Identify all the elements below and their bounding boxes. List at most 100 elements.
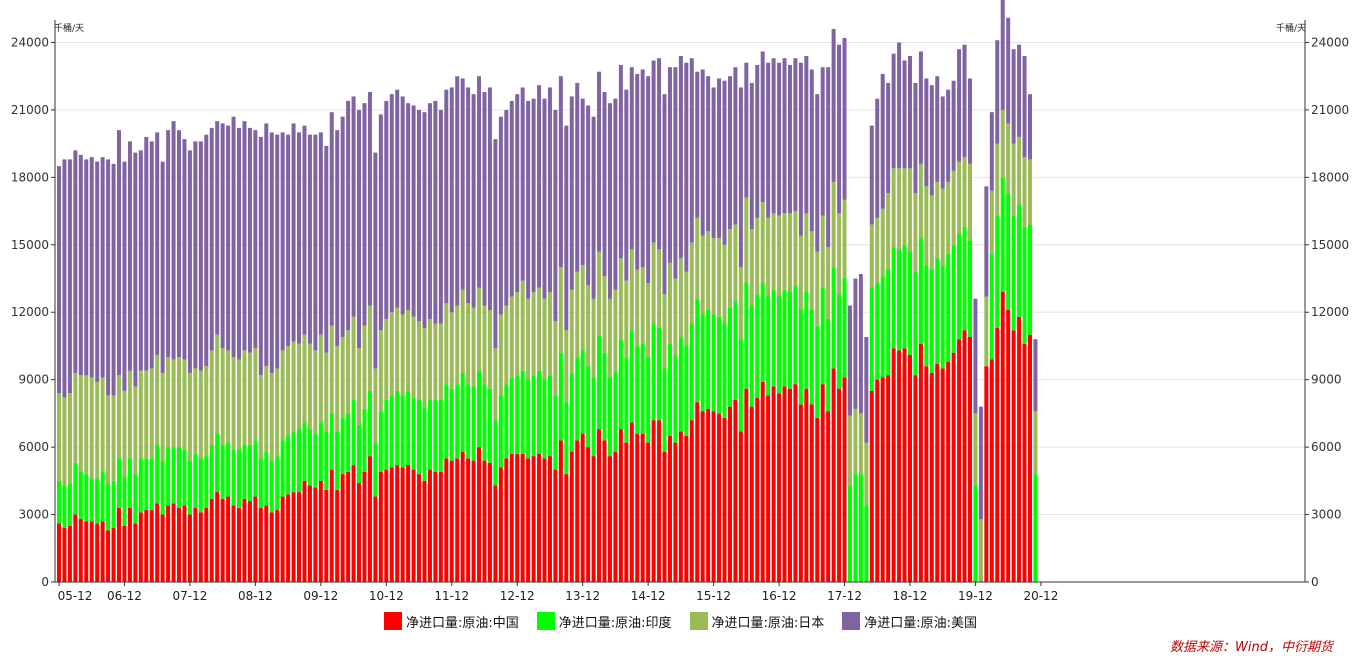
bar-segment-series-3 bbox=[569, 96, 574, 290]
bar-segment-series-1 bbox=[957, 233, 962, 340]
bar-segment-series-2 bbox=[466, 303, 471, 385]
bar-segment-series-1 bbox=[717, 316, 722, 414]
bar-segment-series-0 bbox=[962, 330, 967, 582]
bar-segment-series-1 bbox=[302, 422, 307, 481]
bar-segment-series-0 bbox=[389, 467, 394, 582]
y-tick-label-right: 18000 bbox=[1311, 170, 1349, 184]
bar-segment-series-0 bbox=[127, 507, 132, 582]
bar-segment-series-0 bbox=[826, 411, 831, 582]
y-tick-label-right: 9000 bbox=[1311, 373, 1342, 387]
y-tick-label-right: 12000 bbox=[1311, 305, 1349, 319]
bar-segment-series-3 bbox=[967, 78, 972, 164]
bar-segment-series-1 bbox=[329, 413, 334, 470]
bar-segment-series-3 bbox=[635, 73, 640, 270]
bar-segment-series-3 bbox=[422, 112, 427, 328]
bar-segment-series-3 bbox=[57, 166, 61, 394]
bar-segment-series-0 bbox=[989, 359, 994, 582]
legend-label: 净进口量:原油:日本 bbox=[711, 615, 825, 631]
bar-segment-series-1 bbox=[307, 429, 312, 486]
bar-segment-series-1 bbox=[504, 384, 509, 459]
y-tick-label-right: 21000 bbox=[1311, 103, 1349, 117]
bar-segment-series-0 bbox=[433, 471, 438, 582]
bar-segment-series-3 bbox=[689, 58, 694, 243]
bar-segment-series-0 bbox=[247, 501, 252, 582]
bar-segment-series-0 bbox=[237, 507, 242, 582]
bar-segment-series-3 bbox=[1022, 55, 1027, 158]
x-tick-label: 09-12 bbox=[303, 589, 338, 603]
bar-segment-series-2 bbox=[509, 296, 514, 378]
bar-segment-series-0 bbox=[662, 451, 667, 582]
bar-segment-series-3 bbox=[406, 103, 411, 311]
bar-segment-series-2 bbox=[1033, 411, 1038, 475]
bar-segment-series-1 bbox=[471, 386, 476, 461]
y-tick-label-left: 6000 bbox=[18, 440, 49, 454]
bar-segment-series-1 bbox=[935, 258, 940, 364]
bar-segment-series-3 bbox=[193, 141, 198, 369]
bar-segment-series-0 bbox=[547, 456, 552, 582]
bar-segment-series-0 bbox=[738, 431, 743, 582]
bar-segment-series-0 bbox=[144, 510, 149, 582]
bar-segment-series-1 bbox=[526, 379, 531, 459]
x-tick-label: 05-12 bbox=[58, 589, 93, 603]
bar-segment-series-0 bbox=[297, 492, 302, 582]
bar-segment-series-1 bbox=[253, 440, 258, 497]
bar-segment-series-2 bbox=[826, 247, 831, 319]
bar-segment-series-0 bbox=[667, 435, 672, 582]
bar-segment-series-1 bbox=[291, 431, 296, 493]
bar-segment-series-2 bbox=[629, 249, 634, 331]
bar-segment-series-1 bbox=[100, 471, 105, 522]
bar-segment-series-1 bbox=[477, 370, 482, 448]
bar-segment-series-3 bbox=[127, 141, 132, 371]
bar-segment-series-2 bbox=[1027, 159, 1032, 225]
bar-segment-series-0 bbox=[902, 348, 907, 582]
bar-segment-series-3 bbox=[733, 67, 738, 225]
bar-segment-series-0 bbox=[777, 393, 782, 582]
bar-segment-series-1 bbox=[777, 296, 782, 394]
bar-segment-series-1 bbox=[815, 325, 820, 418]
bar-segment-series-3 bbox=[613, 98, 618, 290]
bar-segment-series-0 bbox=[455, 458, 460, 582]
bar-segment-series-1 bbox=[973, 485, 978, 582]
bar-segment-series-3 bbox=[951, 80, 956, 171]
bar-segment-series-0 bbox=[477, 447, 482, 582]
bar-segment-series-3 bbox=[755, 64, 760, 218]
x-tick-label: 15-12 bbox=[696, 589, 731, 603]
bar-segment-series-1 bbox=[247, 444, 252, 502]
bar-segment-series-2 bbox=[406, 309, 411, 391]
bar-segment-series-1 bbox=[482, 384, 487, 461]
bar-segment-series-0 bbox=[804, 388, 809, 582]
bar-segment-series-2 bbox=[706, 231, 711, 310]
bar-segment-series-0 bbox=[1006, 309, 1011, 582]
bar-segment-series-0 bbox=[929, 372, 934, 582]
bar-segment-series-3 bbox=[678, 55, 683, 259]
bar-segment-series-2 bbox=[346, 330, 351, 414]
bar-segment-series-0 bbox=[711, 411, 716, 582]
bar-segment-series-1 bbox=[695, 298, 700, 403]
bar-segment-series-3 bbox=[640, 69, 645, 268]
bar-segment-series-2 bbox=[913, 193, 918, 272]
bar-segment-series-1 bbox=[438, 399, 443, 472]
bar-segment-series-1 bbox=[324, 431, 329, 490]
bar-segment-series-2 bbox=[209, 350, 214, 445]
bar-segment-series-1 bbox=[160, 460, 165, 515]
bar-segment-series-3 bbox=[247, 127, 252, 353]
bar-segment-series-0 bbox=[520, 453, 525, 582]
bar-segment-series-1 bbox=[989, 253, 994, 360]
bar-segment-series-3 bbox=[826, 67, 831, 248]
bar-segment-series-0 bbox=[346, 471, 351, 582]
bar-segment-series-3 bbox=[242, 121, 247, 351]
bar-segment-series-2 bbox=[564, 330, 569, 403]
bar-segment-series-0 bbox=[482, 460, 487, 582]
bar-segment-series-3 bbox=[269, 132, 274, 373]
bar-segment-series-1 bbox=[187, 460, 192, 515]
legend-label: 净进口量:原油:印度 bbox=[558, 615, 672, 631]
bar-segment-series-2 bbox=[537, 287, 542, 371]
bar-segment-series-3 bbox=[897, 42, 902, 169]
bar-segment-series-2 bbox=[389, 312, 394, 396]
bar-segment-series-2 bbox=[973, 413, 978, 486]
bar-segment-series-3 bbox=[329, 112, 334, 326]
bar-segment-series-0 bbox=[78, 519, 83, 582]
bar-segment-series-1 bbox=[171, 447, 176, 504]
bar-segment-series-0 bbox=[613, 451, 618, 582]
bar-segment-series-0 bbox=[62, 528, 67, 582]
